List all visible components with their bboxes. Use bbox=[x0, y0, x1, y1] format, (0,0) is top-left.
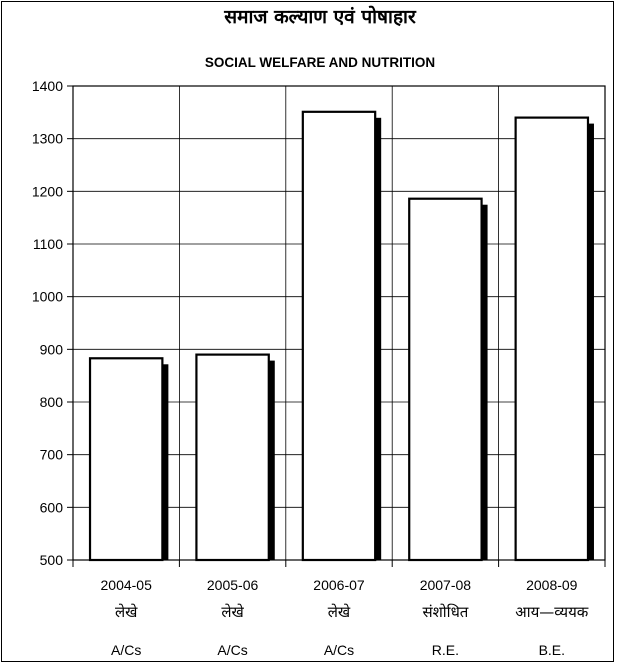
bar bbox=[408, 197, 483, 562]
x-category-label-english: A/Cs bbox=[217, 642, 247, 658]
x-category-label: 2008-09 bbox=[526, 577, 578, 593]
bar bbox=[301, 110, 377, 562]
y-tick-label: 1400 bbox=[32, 78, 63, 94]
y-tick-label: 1000 bbox=[32, 289, 63, 305]
x-category-label-hindi: लेखे bbox=[328, 603, 351, 621]
plot-border bbox=[72, 85, 606, 561]
x-category-label-hindi: लेखे bbox=[115, 603, 138, 621]
y-tick-label: 1100 bbox=[33, 236, 63, 252]
x-category-label-english: B.E. bbox=[539, 642, 565, 658]
axis-layer bbox=[67, 85, 606, 567]
bar bbox=[514, 116, 590, 562]
x-category-label-hindi: संशोधित bbox=[422, 603, 468, 621]
y-tick-label: 500 bbox=[40, 552, 64, 568]
y-tick-label: 600 bbox=[40, 499, 64, 515]
x-category-label: 2007-08 bbox=[420, 577, 472, 593]
y-tick-label: 800 bbox=[40, 394, 64, 410]
chart-title: समाज कल्याण एवं पोषाहार bbox=[223, 5, 417, 28]
bars-layer bbox=[88, 110, 594, 562]
x-category-label-english: R.E. bbox=[432, 642, 459, 658]
y-tick-label: 700 bbox=[40, 447, 64, 463]
y-tick-label: 1300 bbox=[32, 131, 63, 147]
x-category-label: 2006-07 bbox=[313, 577, 365, 593]
y-tick-label: 900 bbox=[40, 341, 64, 357]
x-category-label: 2004-05 bbox=[101, 577, 153, 593]
x-category-label-english: A/Cs bbox=[324, 642, 354, 658]
bar bbox=[195, 353, 270, 562]
x-category-label-hindi: आय—व्ययक bbox=[515, 603, 589, 621]
x-category-label-english: A/Cs bbox=[111, 642, 141, 658]
chart-subtitle: SOCIAL WELFARE AND NUTRITION bbox=[205, 55, 435, 70]
x-category-label: 2005-06 bbox=[207, 577, 259, 593]
y-tick-label: 1200 bbox=[32, 183, 63, 199]
bar bbox=[88, 357, 164, 562]
labels-layer: 500 600 700 800 900 1000 1100 1200 1300 1400 2004-… bbox=[32, 78, 589, 658]
x-category-label-hindi: लेखे bbox=[221, 603, 244, 621]
